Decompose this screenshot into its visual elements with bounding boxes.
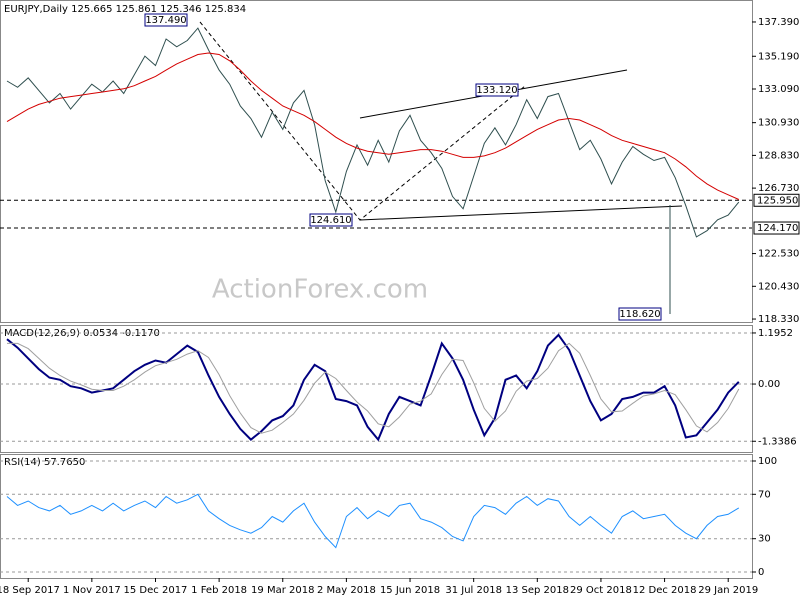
chart-title: EURJPY,Daily 125.665 125.861 125.346 125… — [4, 4, 246, 15]
y-tick-label: 122.530 — [758, 249, 799, 260]
x-tick-label: 15 Dec 2017 — [124, 585, 188, 596]
y-tick-label: 1.1952 — [758, 328, 793, 339]
level-label: 124.170 — [757, 223, 798, 234]
rsi-title: RSI(14) 57.7650 — [4, 457, 85, 468]
x-tick-label: 31 Jul 2018 — [445, 585, 502, 596]
annotation: 124.610 — [310, 215, 351, 226]
watermark: ActionForex.com — [212, 275, 428, 305]
annotation-box — [309, 213, 353, 227]
y-tick-label: 30 — [758, 534, 771, 545]
trendline — [359, 205, 683, 221]
macd-title: MACD(12,26,9) 0.0534 -0.1170 — [4, 328, 160, 339]
y-tick-label: 133.090 — [758, 84, 799, 95]
price-panel — [0, 0, 753, 323]
level-box — [753, 221, 800, 235]
x-tick-label: 29 Jan 2019 — [698, 585, 758, 596]
level-box — [753, 193, 800, 207]
y-tick-label: 70 — [758, 489, 771, 500]
y-tick-label: 0.00 — [758, 379, 780, 390]
y-tick-label: -1.3386 — [758, 436, 797, 447]
series-line — [6, 493, 740, 549]
y-tick-label: 128.830 — [758, 150, 799, 161]
x-tick-label: 13 Sep 2018 — [506, 585, 569, 596]
x-tick-label: 15 Jun 2018 — [380, 585, 440, 596]
macd-panel — [0, 325, 753, 453]
y-tick-label: 130.930 — [758, 118, 799, 129]
y-tick-label: 135.190 — [758, 51, 799, 62]
rsi-panel — [0, 454, 753, 579]
y-tick-label: 0 — [758, 567, 764, 578]
y-tick-label: 100 — [758, 456, 777, 467]
series-line — [6, 27, 740, 238]
annotation: 137.490 — [145, 15, 186, 26]
y-tick-label: 120.430 — [758, 281, 799, 292]
series-line — [7, 342, 740, 434]
y-tick-label: 137.390 — [758, 17, 799, 28]
series-line — [6, 52, 740, 200]
y-tick-label: 126.730 — [758, 183, 799, 194]
annotation: 133.120 — [476, 85, 517, 96]
x-tick-label: 12 Dec 2018 — [633, 585, 697, 596]
x-tick-label: 1 Nov 2017 — [63, 585, 121, 596]
annotation-box — [618, 307, 662, 321]
x-tick-label: 2 May 2018 — [317, 585, 376, 596]
x-tick-label: 19 Mar 2018 — [251, 585, 314, 596]
annotation-box — [144, 13, 188, 27]
x-tick-label: 1 Feb 2018 — [191, 585, 247, 596]
x-tick-label: 18 Sep 2017 — [0, 585, 60, 596]
level-label: 125.950 — [757, 195, 798, 206]
annotation-box — [475, 83, 519, 97]
y-tick-label: 118.330 — [758, 314, 799, 325]
annotation: 118.620 — [619, 309, 660, 320]
projection — [199, 21, 526, 221]
x-tick-label: 29 Oct 2018 — [570, 585, 632, 596]
series-line — [6, 333, 740, 442]
